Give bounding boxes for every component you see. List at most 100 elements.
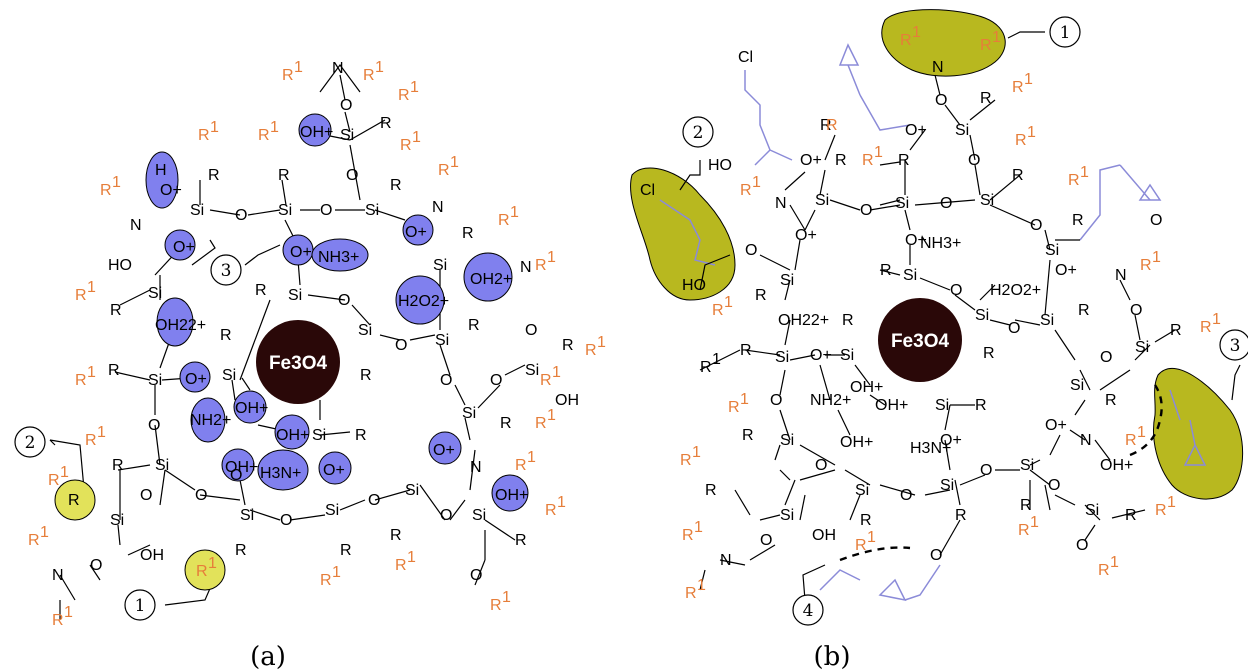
svg-text:H: H — [155, 162, 167, 179]
svg-text:R: R — [1125, 432, 1137, 449]
fe3o4-core-a-label: Fe3O4 — [269, 353, 328, 374]
svg-text:1: 1 — [87, 364, 96, 381]
svg-text:Si: Si — [1085, 502, 1099, 519]
svg-text:O: O — [490, 372, 502, 389]
svg-text:O: O — [525, 322, 537, 339]
svg-text:O+: O+ — [173, 239, 195, 256]
svg-text:1: 1 — [1212, 311, 1221, 328]
svg-text:O: O — [1150, 212, 1162, 229]
svg-text:Si: Si — [472, 507, 486, 524]
svg-text:Si: Si — [278, 202, 292, 219]
svg-text:R: R — [108, 362, 120, 379]
svg-text:O: O — [968, 152, 980, 169]
svg-text:R: R — [855, 537, 867, 554]
svg-text:R: R — [282, 67, 294, 84]
svg-text:O+: O+ — [905, 122, 927, 139]
svg-text:Si: Si — [358, 322, 372, 339]
svg-text:R: R — [468, 317, 480, 334]
svg-text:R: R — [208, 167, 220, 184]
svg-text:R: R — [500, 415, 512, 432]
o-plus-left — [164, 229, 196, 261]
svg-text:1: 1 — [912, 24, 921, 41]
svg-text:Si: Si — [935, 397, 949, 414]
svg-text:R: R — [363, 67, 375, 84]
svg-text:Si: Si — [148, 372, 162, 389]
svg-text:R: R — [278, 167, 290, 184]
svg-text:R: R — [980, 90, 992, 107]
svg-text:R: R — [1018, 522, 1030, 539]
svg-text:R: R — [540, 372, 552, 389]
svg-text:1: 1 — [1080, 164, 1089, 181]
svg-text:O: O — [230, 467, 242, 484]
svg-text:O: O — [368, 492, 380, 509]
marker-b-4 — [792, 594, 824, 626]
svg-text:OH+: OH+ — [276, 427, 309, 444]
protonated-groups-a — [145, 113, 529, 512]
svg-text:Si: Si — [190, 202, 204, 219]
svg-text:R: R — [1020, 497, 1032, 514]
svg-text:Si: Si — [110, 512, 124, 529]
svg-text:R: R — [680, 452, 692, 469]
svg-text:1: 1 — [410, 79, 419, 96]
svg-text:NH3+: NH3+ — [920, 235, 961, 252]
svg-text:1: 1 — [1027, 124, 1036, 141]
svg-text:R: R — [52, 612, 64, 629]
svg-text:R: R — [545, 502, 557, 519]
svg-text:R: R — [585, 342, 597, 359]
svg-text:Si: Si — [1020, 457, 1034, 474]
svg-text:N: N — [130, 217, 142, 234]
svg-text:Cl: Cl — [738, 49, 753, 66]
svg-text:1: 1 — [112, 174, 121, 191]
svg-text:O: O — [950, 282, 962, 299]
bond-network-b — [679, 31, 1241, 601]
svg-text:N: N — [470, 459, 482, 476]
svg-text:Si: Si — [895, 195, 909, 212]
svg-text:H2O2+: H2O2+ — [398, 293, 449, 310]
svg-text:R: R — [390, 177, 402, 194]
svg-text:R: R — [398, 87, 410, 104]
svg-text:1: 1 — [752, 174, 761, 191]
svg-text:O: O — [280, 512, 292, 529]
svg-text:1: 1 — [557, 494, 566, 511]
reactive-site-b-2 — [630, 167, 736, 301]
h2o-2plus-right — [395, 275, 445, 325]
svg-text:R: R — [1015, 132, 1027, 149]
svg-text:O: O — [90, 557, 102, 574]
svg-text:O: O — [320, 202, 332, 219]
svg-text:R: R — [975, 397, 987, 414]
svg-text:O: O — [340, 97, 352, 114]
marker-b-4-label: 4 — [803, 601, 814, 621]
marker-a-3-label: 3 — [221, 261, 232, 281]
svg-text:1: 1 — [527, 449, 536, 466]
svg-text:R: R — [983, 345, 995, 362]
h3n-plus-lower — [257, 449, 309, 491]
svg-text:R: R — [235, 542, 247, 559]
svg-text:1: 1 — [87, 279, 96, 296]
svg-text:O+: O+ — [405, 224, 427, 241]
svg-text:R: R — [682, 527, 694, 544]
svg-text:Si: Si — [955, 122, 969, 139]
oh-plus-lower — [233, 390, 267, 424]
svg-text:1: 1 — [697, 577, 706, 594]
o-plus-lower-left — [179, 361, 211, 393]
svg-text:R: R — [1105, 392, 1117, 409]
svg-text:O+: O+ — [323, 462, 345, 479]
svg-text:Si: Si — [1070, 377, 1084, 394]
svg-text:O: O — [338, 292, 350, 309]
svg-text:HO: HO — [108, 257, 132, 274]
svg-text:R: R — [110, 302, 122, 319]
svg-text:R: R — [742, 427, 754, 444]
svg-text:Si: Si — [325, 502, 339, 519]
svg-text:R: R — [842, 312, 854, 329]
svg-text:1: 1 — [97, 424, 106, 441]
svg-text:R: R — [728, 399, 740, 416]
marker-b-1 — [1049, 16, 1081, 48]
svg-text:R: R — [1072, 212, 1084, 229]
oh-2plus-right — [463, 252, 513, 302]
svg-text:NH2+: NH2+ — [810, 392, 851, 409]
svg-text:O: O — [815, 457, 827, 474]
svg-text:O: O — [1130, 302, 1142, 319]
svg-text:R: R — [1078, 302, 1090, 319]
svg-text:O+: O+ — [940, 432, 962, 449]
svg-text:1: 1 — [547, 249, 556, 266]
